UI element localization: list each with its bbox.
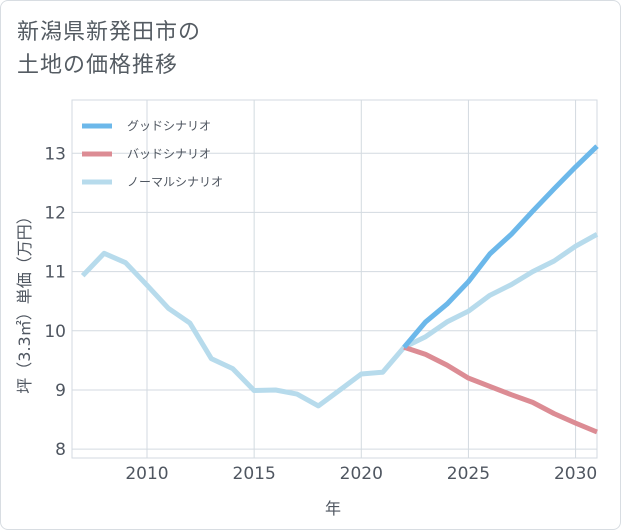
y-axis-label: 坪（3.3㎡）単価（万円）: [15, 208, 34, 393]
y-tick-label: 13: [44, 144, 66, 164]
y-tick-label: 11: [44, 263, 66, 283]
chart-title-line-1: 新潟県新発田市の: [17, 20, 202, 45]
bad-scenario-line: [403, 344, 598, 435]
legend-label: グッドシナリオ: [127, 119, 211, 133]
normal-scenario-line: [80, 232, 599, 409]
x-tick-label: 2010: [125, 464, 168, 484]
legend-label: バッドシナリオ: [127, 147, 211, 161]
good-scenario-line: [402, 144, 599, 349]
x-tick-label: 2015: [233, 464, 276, 484]
y-tick-label: 12: [44, 203, 66, 223]
series-lines: [80, 144, 599, 435]
legend-bad: バッドシナリオ: [82, 147, 211, 161]
x-tick-label: 2030: [554, 464, 597, 484]
chart-title: 新潟県新発田市の 土地の価格推移: [17, 16, 201, 82]
x-tick-label: 2020: [340, 464, 383, 484]
x-axis-label: 年: [325, 499, 341, 518]
legend-good: グッドシナリオ: [82, 119, 211, 133]
x-tick-label: 2025: [447, 464, 490, 484]
chart-title-line-2: 土地の価格推移: [17, 53, 179, 78]
plot-area: [71, 99, 598, 459]
tick-labels: 2010 2015 2020 2025 2030 8 9 10 11 12 13: [44, 144, 597, 484]
y-tick-label: 8: [55, 440, 66, 460]
legend-label: ノーマルシナリオ: [127, 175, 223, 189]
y-tick-label: 9: [55, 381, 66, 401]
legend-normal: ノーマルシナリオ: [82, 175, 223, 189]
y-tick-label: 10: [44, 322, 66, 342]
